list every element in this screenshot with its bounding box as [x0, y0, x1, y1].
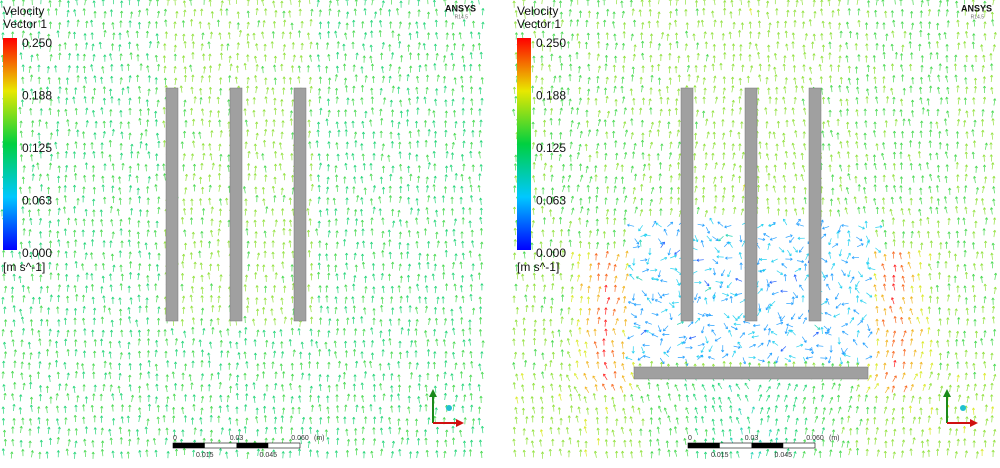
- axis-z: [960, 405, 966, 411]
- legend-title: Velocity: [517, 4, 558, 18]
- logo: ANSYS: [961, 3, 992, 13]
- logo: ANSYS: [445, 3, 476, 13]
- colorbar-tick-label: 0.125: [536, 141, 566, 155]
- vector-arrows: [602, 264, 897, 381]
- plate: [293, 87, 307, 322]
- scale-label: 0.03: [745, 435, 759, 442]
- legend-unit: [m s^-1]: [517, 260, 559, 274]
- axis-x-head: [970, 419, 978, 427]
- vector-arrows: [0, 0, 485, 459]
- scale-label: 0.015: [711, 452, 729, 459]
- colorbar-tick-label: 0.250: [22, 36, 52, 50]
- scale-bar-segment: [173, 443, 205, 448]
- plate: [808, 87, 822, 322]
- scale-unit: (m): [829, 435, 840, 442]
- vector-arrows: [512, 0, 997, 459]
- colorbar-tick-label: 0.188: [22, 89, 52, 103]
- colorbar-tick-label: 0.188: [536, 89, 566, 103]
- legend-subtitle: Vector 1: [517, 17, 561, 31]
- scale-label: 0: [173, 435, 177, 442]
- legend-title: Velocity: [3, 4, 44, 18]
- legend-subtitle: Vector 1: [3, 17, 47, 31]
- axis-z: [446, 405, 452, 411]
- colorbar-tick-label: 0.250: [536, 36, 566, 50]
- scale-bar-segment: [688, 443, 720, 448]
- colorbar-tick-label: 0.063: [536, 194, 566, 208]
- colorbar-tick-label: 0.000: [536, 246, 566, 260]
- colorbar-tick-label: 0.000: [22, 246, 52, 260]
- vector-arrows: [515, 8, 995, 457]
- plate: [744, 87, 758, 322]
- plate: [680, 87, 694, 322]
- colorbar-tick-label: 0.125: [22, 141, 52, 155]
- colorbar: [3, 38, 17, 250]
- vector-arrows: [0, 0, 485, 459]
- scale-label: 0.060: [806, 435, 824, 442]
- plate: [229, 87, 243, 322]
- plate: [633, 366, 869, 380]
- colorbar: [517, 38, 531, 250]
- scale-bar-segment: [236, 443, 269, 448]
- vector-arrows: [512, 0, 998, 459]
- scale-label: 0.03: [230, 435, 244, 442]
- plate: [165, 87, 179, 322]
- axis-y-head: [943, 389, 951, 397]
- axis-x-head: [456, 419, 464, 427]
- scale-unit: (m): [314, 435, 325, 442]
- colorbar-tick-label: 0.063: [22, 194, 52, 208]
- vector-arrows: [593, 250, 908, 393]
- axis-y-head: [429, 389, 437, 397]
- scale-label: 0.060: [291, 435, 309, 442]
- scale-bar-segment: [751, 443, 784, 448]
- version: R14.5: [971, 14, 985, 20]
- version: R14.5: [455, 14, 469, 20]
- scale-label: 0.045: [774, 452, 792, 459]
- scale-label: 0.045: [259, 452, 277, 459]
- legend-unit: [m s^-1]: [3, 260, 45, 274]
- vector-arrows: [579, 250, 924, 394]
- scale-label: 0.015: [196, 452, 214, 459]
- scale-label: 0: [688, 435, 692, 442]
